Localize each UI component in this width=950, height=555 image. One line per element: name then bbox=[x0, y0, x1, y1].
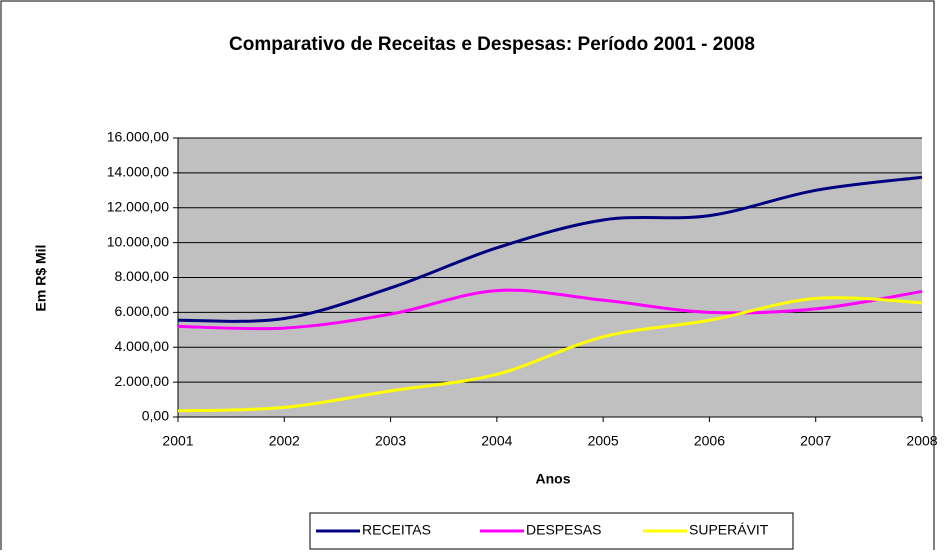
y-tick-label: 12.000,00 bbox=[107, 198, 169, 214]
x-tick-label: 2002 bbox=[269, 433, 300, 449]
x-tick-label: 2008 bbox=[906, 433, 937, 449]
series-line bbox=[177, 175, 923, 323]
y-tick-label: 6.000,00 bbox=[115, 303, 170, 319]
x-tick-label: 2006 bbox=[694, 433, 725, 449]
legend-box bbox=[309, 512, 794, 550]
y-tick-label: 2.000,00 bbox=[115, 373, 170, 389]
x-tick-label: 2004 bbox=[481, 433, 512, 449]
x-tick-label: 2005 bbox=[588, 433, 619, 449]
x-tick-label: 2007 bbox=[800, 433, 831, 449]
y-axis-label: Em R$ Mil bbox=[33, 245, 49, 312]
legend-label: DESPESAS bbox=[526, 522, 601, 538]
y-tick-label: 4.000,00 bbox=[115, 338, 170, 354]
x-tick-label: 2003 bbox=[375, 433, 406, 449]
chart-title: Comparativo de Receitas e Despesas: Perí… bbox=[229, 34, 755, 55]
y-tick-label: 10.000,00 bbox=[107, 233, 169, 249]
y-tick-label: 14.000,00 bbox=[107, 164, 169, 180]
legend-label: RECEITAS bbox=[362, 522, 431, 538]
x-axis-label: Anos bbox=[536, 471, 571, 487]
x-tick-label: 2001 bbox=[162, 433, 193, 449]
y-tick-label: 0,00 bbox=[142, 408, 169, 424]
y-tick-label: 8.000,00 bbox=[115, 268, 170, 284]
y-tick-label: 16.000,00 bbox=[107, 129, 169, 145]
series-line bbox=[177, 296, 923, 413]
series-line bbox=[177, 288, 923, 331]
legend-label: SUPERÁVIT bbox=[689, 522, 769, 538]
